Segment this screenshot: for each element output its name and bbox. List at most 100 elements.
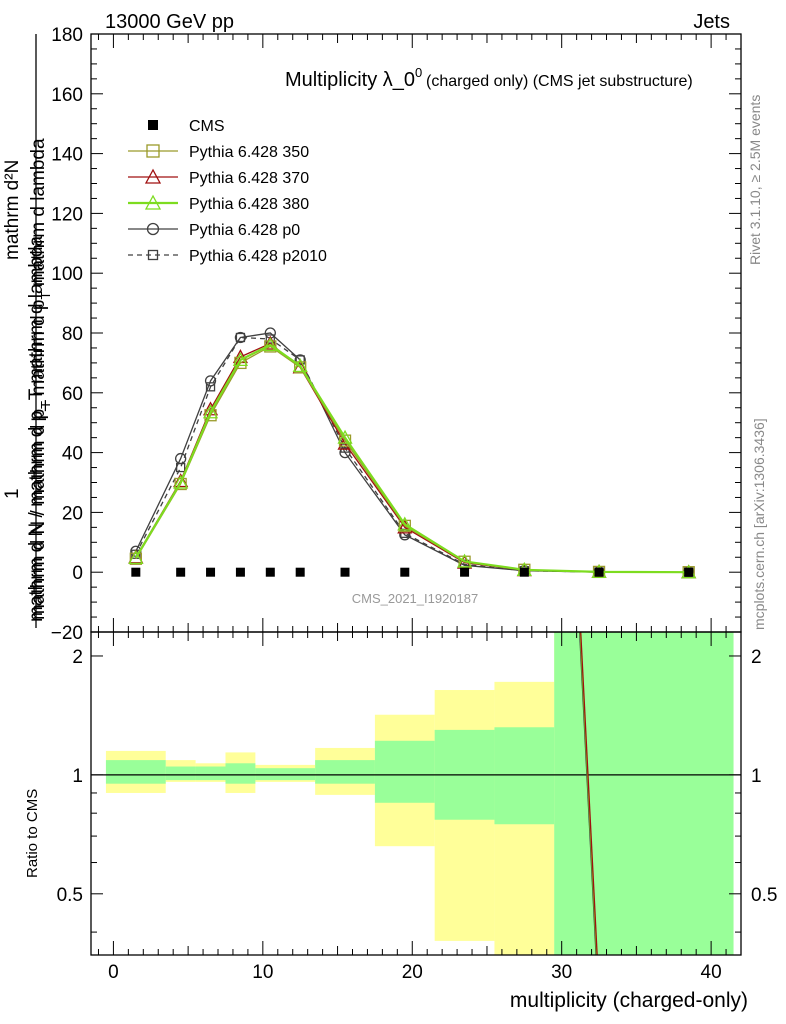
ratio-lines xyxy=(91,631,741,956)
data-point xyxy=(174,477,187,491)
data-point xyxy=(206,567,216,577)
legend: CMS Pythia 6.428 350 Pythia 6.428 370 Pythi… xyxy=(128,118,327,265)
data-point xyxy=(265,567,275,577)
plot-title-main: Multiplicity λ_0 xyxy=(285,69,415,91)
ratio-band-inner xyxy=(255,768,316,781)
data-point xyxy=(340,567,350,577)
legend-entry: Pythia 6.428 370 xyxy=(128,168,309,187)
x-tick-label: 30 xyxy=(551,962,572,983)
data-point xyxy=(144,194,162,210)
data-point xyxy=(292,358,308,373)
data-point xyxy=(400,567,410,577)
legend-label: Pythia 6.428 p2010 xyxy=(189,248,327,265)
ratio-frame xyxy=(90,631,742,956)
data-point xyxy=(262,337,278,352)
series-line xyxy=(135,342,689,573)
data-point xyxy=(147,249,159,261)
data-point xyxy=(173,474,189,489)
data-point xyxy=(294,361,307,374)
ratio-y-tick-label: 0.5 xyxy=(57,885,83,906)
ratio-band-inner xyxy=(195,766,226,781)
y-tick-label: 20 xyxy=(62,503,83,524)
ratio-y-tick-label: 1 xyxy=(751,766,762,787)
data-point xyxy=(173,473,189,488)
ratio-band-inner xyxy=(105,760,166,784)
data-point xyxy=(397,516,413,531)
data-point xyxy=(146,144,160,158)
ratio-band-inner xyxy=(225,763,256,784)
data-point xyxy=(129,552,142,565)
x-tick-label: 10 xyxy=(252,962,273,983)
x-tick-label: 0 xyxy=(108,962,119,983)
x-tick-label: 20 xyxy=(402,962,423,983)
data-point xyxy=(131,567,141,577)
ratio-band-inner xyxy=(494,727,555,825)
data-point xyxy=(146,222,160,236)
data-point xyxy=(295,355,305,365)
main-series xyxy=(128,327,697,579)
data-point xyxy=(684,567,694,577)
ratio-y-label-group: Ratio to CMS xyxy=(24,789,41,878)
data-point xyxy=(264,340,277,353)
mcplots-label: mcplots.cern.ch [arXiv:1306.3436] xyxy=(751,418,767,630)
y-tick-label: 80 xyxy=(62,324,83,345)
legend-entry: CMS xyxy=(148,118,225,135)
legend-entry: Pythia 6.428 380 xyxy=(128,194,309,213)
energy-label: 13000 GeV pp xyxy=(105,11,234,33)
x-tick-label: 40 xyxy=(701,962,722,983)
y-tick-label: −20 xyxy=(51,623,83,644)
series-line xyxy=(134,343,689,574)
ratio-band-inner xyxy=(374,740,435,803)
legend-entry: Pythia 6.428 p2010 xyxy=(128,248,327,265)
legend-label: Pythia 6.428 350 xyxy=(189,144,309,161)
data-point xyxy=(205,382,216,392)
mcplots-label-group: mcplots.cern.ch [arXiv:1306.3436] xyxy=(751,418,767,630)
legend-label: Pythia 6.428 p0 xyxy=(189,222,300,239)
ratio-y-tick-label: 2 xyxy=(72,647,83,668)
series-pythia-6-428-380 xyxy=(128,337,697,579)
data-point xyxy=(128,549,144,564)
y-label-numerator: mathrm d N / mathrm d pT mathrm d pT mat… xyxy=(28,138,53,620)
ratio-y-tick-label: 1 xyxy=(72,766,83,787)
data-point xyxy=(202,404,219,419)
y-tick-label: 0 xyxy=(72,563,83,584)
y-tick-label: 160 xyxy=(51,85,83,106)
y-label-one: 1 xyxy=(2,488,23,499)
data-point xyxy=(176,567,186,577)
y-tick-label: 140 xyxy=(51,145,83,166)
plot-title-superscript: 0 xyxy=(415,65,422,80)
data-point xyxy=(519,567,529,577)
y-tick-label: 60 xyxy=(62,384,83,405)
ratio-series-line xyxy=(580,631,598,956)
legend-label: CMS xyxy=(189,118,225,135)
data-point xyxy=(594,567,604,577)
y-label-numerator-top: mathrm d²N xyxy=(2,160,23,260)
x-axis-label: multiplicity (charged-only) xyxy=(510,989,748,1012)
series-cms xyxy=(131,567,694,577)
series-pythia-6-428-p2010 xyxy=(131,332,694,577)
series-pythia-6-428-370 xyxy=(128,335,697,579)
y-label-numerator-top-group: mathrm d²N xyxy=(2,160,23,260)
ratio-y-tick-label: 0.5 xyxy=(751,885,777,906)
legend-label: Pythia 6.428 370 xyxy=(189,170,309,187)
legend-entry: Pythia 6.428 350 xyxy=(128,144,309,161)
y-tick-label: 100 xyxy=(51,264,83,285)
y-tick-label: 180 xyxy=(51,25,83,46)
data-point xyxy=(235,567,245,577)
analysis-watermark: CMS_2021_I1920187 xyxy=(352,591,479,606)
data-point xyxy=(262,335,278,350)
legend-label: Pythia 6.428 380 xyxy=(189,196,309,213)
ratio-y-tick-label: 2 xyxy=(751,647,762,668)
series-line xyxy=(135,336,689,573)
ratio-y-label: Ratio to CMS xyxy=(24,789,41,878)
series-pythia-6-428-350 xyxy=(129,340,695,579)
process-label: Jets xyxy=(693,11,730,33)
data-point xyxy=(176,462,186,473)
rivet-label-group: Rivet 3.1.10, ≥ 2.5M events xyxy=(747,95,763,265)
data-point xyxy=(460,567,470,577)
ratio-uncertainty-bands xyxy=(105,632,734,955)
data-point xyxy=(456,553,473,568)
y-label-numerator-group: mathrm d N / mathrm d pT mathrm d pT mat… xyxy=(28,138,53,620)
